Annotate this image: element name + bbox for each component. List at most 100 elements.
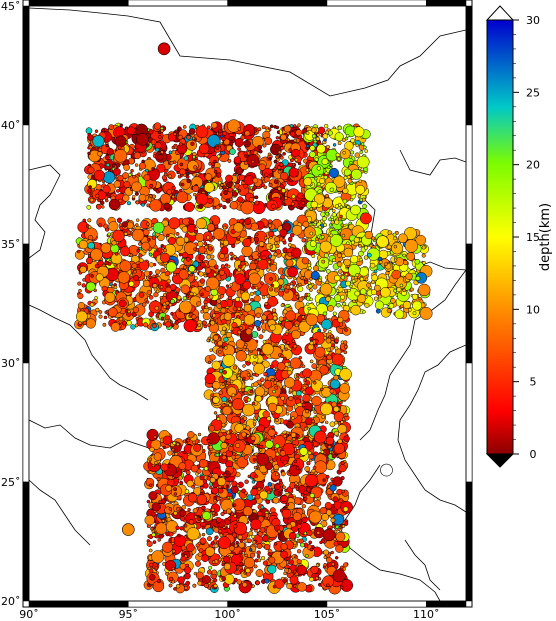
earthquake-point (354, 152, 360, 158)
earthquake-point (288, 559, 294, 565)
earthquake-point (228, 136, 235, 142)
earthquake-point (141, 202, 145, 207)
earthquake-point (177, 576, 185, 584)
earthquake-point (229, 379, 234, 384)
earthquake-point (179, 480, 184, 485)
earthquake-point (76, 249, 81, 254)
earthquake-point (270, 203, 276, 209)
earthquake-point (192, 185, 200, 193)
earthquake-point (270, 283, 275, 288)
earthquake-point (339, 400, 343, 405)
earthquake-point (232, 306, 238, 312)
earthquake-point (394, 309, 405, 319)
earthquake-point (213, 227, 226, 240)
earthquake-point (386, 308, 392, 314)
earthquake-point (195, 193, 209, 206)
earthquake-point (225, 331, 232, 338)
earthquake-point (307, 306, 311, 311)
earthquake-point (218, 269, 225, 276)
earthquake-point (235, 350, 247, 362)
earthquake-point (175, 231, 180, 236)
earthquake-point (177, 318, 182, 323)
earthquake-point (249, 291, 254, 296)
earthquake-point (178, 252, 183, 257)
earthquake-point (234, 273, 246, 285)
earthquake-point (228, 495, 233, 500)
earthquake-point (323, 253, 329, 259)
earthquake-point (205, 286, 211, 292)
earthquake-point (243, 390, 248, 395)
earthquake-point (257, 558, 262, 563)
earthquake-point (85, 127, 93, 135)
earthquake-point (212, 396, 220, 404)
earthquake-point (183, 319, 197, 333)
earthquake-point (128, 280, 135, 287)
earthquake-point (95, 273, 104, 282)
earthquake-point (358, 179, 363, 183)
earthquake-point (203, 303, 208, 307)
earthquake-point (215, 452, 220, 457)
earthquake-point (123, 181, 131, 188)
earthquake-point (220, 498, 234, 512)
earthquake-point (192, 292, 197, 297)
earthquake-point (237, 127, 242, 131)
earthquake-point (242, 416, 248, 421)
earthquake-point (208, 482, 213, 486)
earthquake-point (87, 188, 93, 194)
earthquake-point (293, 497, 302, 505)
earthquake-point (421, 253, 426, 258)
earthquake-point (240, 431, 247, 438)
earthquake-point (117, 271, 130, 284)
earthquake-point (152, 274, 156, 279)
earthquake-point (181, 251, 189, 259)
earthquake-point (271, 425, 275, 429)
earthquake-point (221, 326, 227, 331)
earthquake-point (105, 163, 110, 167)
earthquake-point (225, 198, 231, 204)
earthquake-point (226, 181, 233, 188)
earthquake-point (272, 496, 280, 504)
earthquake-point (185, 174, 190, 179)
earthquake-point (210, 393, 214, 397)
earthquake-point (347, 178, 353, 184)
earthquake-point (294, 481, 298, 485)
earthquake-point (213, 169, 218, 174)
earthquake-point (254, 319, 262, 327)
earthquake-point (225, 174, 233, 183)
earthquake-point (229, 251, 234, 256)
earthquake-point (260, 319, 265, 324)
earthquake-point (162, 445, 167, 450)
earthquake-point (97, 151, 103, 157)
earthquake-point (138, 292, 145, 298)
earthquake-point (285, 284, 291, 290)
earthquake-point (351, 279, 356, 283)
earthquake-point (293, 138, 297, 143)
earthquake-point (148, 574, 156, 581)
earthquake-point (157, 153, 164, 161)
earthquake-point (269, 507, 276, 514)
earthquake-point (250, 297, 254, 302)
earthquake-point (181, 505, 186, 510)
earthquake-point (399, 283, 404, 288)
earthquake-point (284, 376, 296, 389)
earthquake-point (422, 260, 426, 265)
earthquake-point (77, 301, 85, 310)
earthquake-point (134, 148, 139, 153)
earthquake-point (339, 205, 344, 209)
earthquake-point (264, 543, 271, 551)
earthquake-point (275, 155, 279, 159)
earthquake-point (192, 583, 197, 588)
earthquake-point (138, 242, 142, 246)
earthquake-point (251, 534, 255, 539)
earthquake-point (156, 477, 161, 482)
earthquake-point (191, 484, 196, 489)
earthquake-point (311, 419, 316, 424)
earthquake-point (320, 283, 333, 296)
earthquake-point (305, 144, 310, 148)
earthquake-point (241, 547, 247, 553)
earthquake-point (312, 441, 319, 447)
earthquake-point (97, 147, 102, 152)
earthquake-point (285, 310, 297, 322)
earthquake-point (245, 262, 249, 267)
earthquake-point (149, 199, 162, 212)
